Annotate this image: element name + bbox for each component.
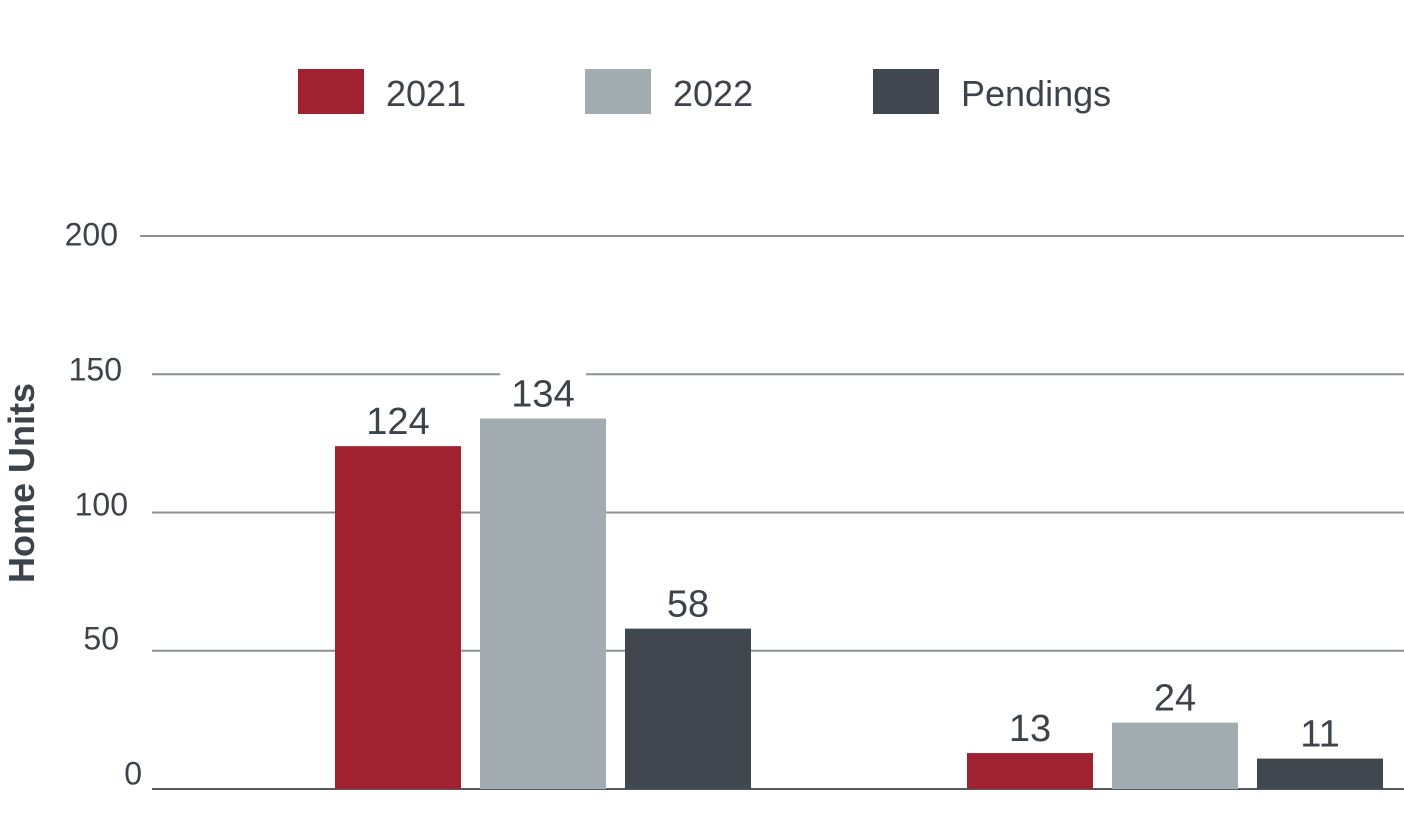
legend-swatch-2022 [585, 69, 651, 114]
y-axis-label: Home Units [1, 383, 42, 583]
y-tick-label-0: 0 [124, 755, 142, 791]
bar-2021-1 [335, 446, 461, 789]
data-label-2022-1: 134 [511, 373, 574, 415]
data-label-background [1288, 712, 1352, 753]
legend-label-pendings: Pendings [961, 73, 1112, 114]
legend-label-2021: 2021 [386, 73, 467, 114]
data-label-2022-2: 24 [1154, 678, 1196, 720]
data-label-background [656, 582, 720, 623]
y-tick-label-50: 50 [83, 620, 119, 656]
bar-2022-1 [480, 418, 606, 789]
legend-swatch-pendings [873, 69, 939, 114]
data-label-pendings-2: 11 [1300, 714, 1339, 756]
bar-pendings-2 [1257, 758, 1383, 789]
data-label-2021-1: 124 [366, 401, 429, 443]
data-label-2021-2: 13 [1009, 708, 1051, 750]
y-tick-label-200: 200 [65, 216, 118, 252]
data-label-background [500, 372, 586, 413]
data-label-background [355, 400, 441, 441]
bar-2022-2 [1112, 722, 1238, 789]
data-label-pendings-1: 58 [667, 584, 709, 626]
data-label-background [998, 707, 1062, 748]
bar-2021-2 [967, 753, 1093, 789]
y-tick-label-100: 100 [75, 486, 128, 522]
bar-pendings-1 [625, 628, 751, 789]
legend-swatch-2021 [298, 69, 364, 114]
data-label-background [1143, 676, 1207, 717]
legend-label-2022: 2022 [673, 73, 754, 114]
y-tick-label-150: 150 [69, 351, 122, 387]
